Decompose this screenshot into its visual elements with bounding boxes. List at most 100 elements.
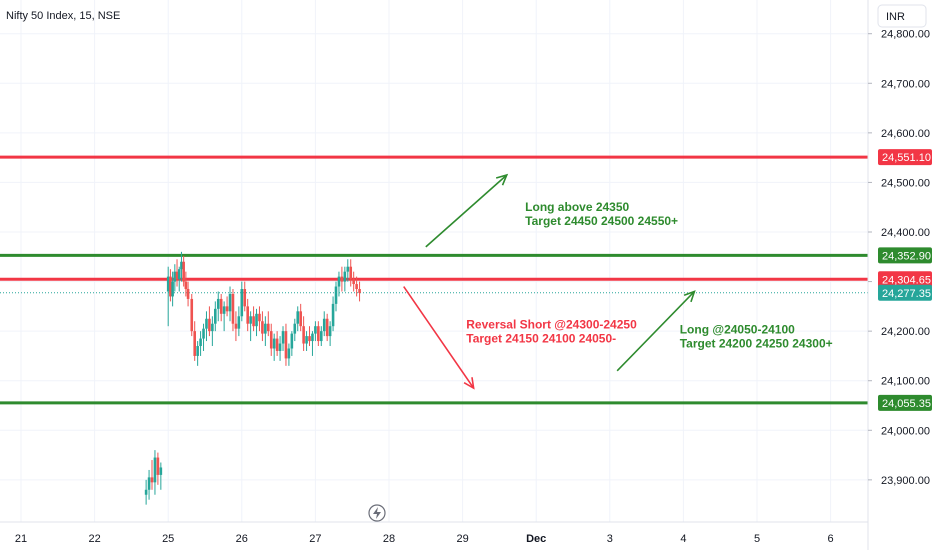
candle-body xyxy=(205,318,208,329)
candle-body xyxy=(331,303,335,327)
candle-body xyxy=(281,331,285,344)
candle-body xyxy=(346,266,350,272)
arrow-line-green[interactable] xyxy=(425,174,508,248)
candle-body xyxy=(231,293,235,324)
candle-body xyxy=(171,281,174,297)
arrow-line-red[interactable] xyxy=(403,286,475,389)
annotation-text[interactable]: Long @24050-24100 xyxy=(680,323,795,337)
arrow-head xyxy=(463,377,475,390)
level-price-label: 24,551.10 xyxy=(882,152,931,164)
horizontal-levels xyxy=(0,155,868,405)
candle-body xyxy=(225,306,229,312)
candle-body xyxy=(261,321,264,334)
x-tick-label: 28 xyxy=(383,533,395,545)
candle-body xyxy=(173,271,177,282)
candle-body xyxy=(144,489,148,495)
y-tick-label: 24,200.00 xyxy=(881,326,930,338)
candle-body xyxy=(222,306,226,314)
candle-body xyxy=(311,333,314,342)
current-price-label: 24,277.35 xyxy=(882,288,931,300)
x-tick-label: 6 xyxy=(828,533,834,545)
candle-body xyxy=(246,306,249,324)
candle-body xyxy=(322,318,326,332)
currency-label: INR xyxy=(886,11,905,23)
candle-body xyxy=(193,331,196,356)
candle-body xyxy=(349,266,353,280)
annotation-text[interactable]: Target 24150 24100 24050- xyxy=(466,332,616,346)
candle-body xyxy=(358,289,361,293)
y-tick-label: 24,100.00 xyxy=(881,376,930,388)
x-tick-label: 21 xyxy=(15,533,27,545)
annotation-text[interactable]: Reversal Short @24300-24250 xyxy=(466,318,637,332)
candle-body xyxy=(150,477,154,483)
candle-body xyxy=(352,279,355,285)
candle-body xyxy=(180,261,183,270)
candle-body xyxy=(278,343,282,351)
time-axis: 21 22 25 26 27 28 29 Dec 3 4 5 6 xyxy=(0,521,868,545)
level-price-tag xyxy=(878,394,932,411)
candle-body xyxy=(317,326,320,342)
candle-body xyxy=(177,269,181,280)
flash-icon[interactable] xyxy=(368,504,386,522)
candle-body xyxy=(216,298,220,309)
candle-body xyxy=(272,338,276,349)
candle-body xyxy=(184,281,188,290)
x-tick-label: 4 xyxy=(680,533,686,545)
candle-body xyxy=(182,261,185,282)
candle-body xyxy=(269,331,273,349)
candle-body xyxy=(186,289,190,299)
candle-body xyxy=(328,326,332,337)
candle-body xyxy=(196,346,199,356)
y-tick-label: 24,600.00 xyxy=(881,128,930,140)
y-tick-label: 24,500.00 xyxy=(881,177,930,189)
x-tick-label: 26 xyxy=(236,533,248,545)
candle-body xyxy=(237,316,241,329)
candle-body xyxy=(355,284,358,290)
candle-body xyxy=(249,316,252,324)
current-price-tag xyxy=(878,284,932,301)
candle-body xyxy=(169,276,172,297)
y-tick-label: 24,000.00 xyxy=(881,425,930,437)
y-tick-label: 24,700.00 xyxy=(881,78,930,90)
annotation-text[interactable]: Target 24450 24500 24550+ xyxy=(525,214,678,228)
candle-body xyxy=(266,323,270,332)
arrow-line-green[interactable] xyxy=(616,290,696,372)
candle-body xyxy=(343,271,347,282)
candle-body xyxy=(252,316,255,327)
candle-body xyxy=(153,457,157,483)
candle-body xyxy=(240,289,244,317)
candle-body xyxy=(314,326,317,334)
level-price-tag xyxy=(878,271,932,288)
candle-body xyxy=(305,336,308,344)
candle-body xyxy=(219,298,223,314)
candle-body xyxy=(243,289,247,307)
chart-title: Nifty 50 Index, 15, NSE xyxy=(6,10,120,22)
annotation-text[interactable]: Target 24200 24250 24300+ xyxy=(680,337,833,351)
candle-body xyxy=(258,313,261,322)
candle-body xyxy=(308,336,311,342)
candle-body xyxy=(264,323,267,334)
candle-body xyxy=(234,323,238,329)
x-tick-label: 25 xyxy=(162,533,174,545)
candle-body xyxy=(290,333,294,349)
candle-body xyxy=(202,328,205,339)
price-axis: 23,900.00 24,000.00 24,100.00 24,200.00 24,3… xyxy=(867,0,932,550)
y-tick-label: 23,900.00 xyxy=(881,475,930,487)
annotation-text[interactable]: Long above 24350 xyxy=(525,200,629,214)
candle-body xyxy=(208,318,211,332)
arrow-head xyxy=(495,173,509,186)
level-price-tag xyxy=(878,149,932,166)
arrow-head xyxy=(683,290,696,303)
candle-body xyxy=(296,311,300,324)
candle-body xyxy=(147,477,151,490)
candle-body xyxy=(190,298,194,332)
candle-body xyxy=(199,338,202,347)
candle-body xyxy=(287,348,291,359)
candle-body xyxy=(319,331,323,342)
candle-body xyxy=(255,313,258,327)
candle-body xyxy=(325,318,329,337)
candle-body xyxy=(293,323,297,334)
candle-body xyxy=(175,271,179,280)
currency-button[interactable]: INR xyxy=(877,4,927,28)
